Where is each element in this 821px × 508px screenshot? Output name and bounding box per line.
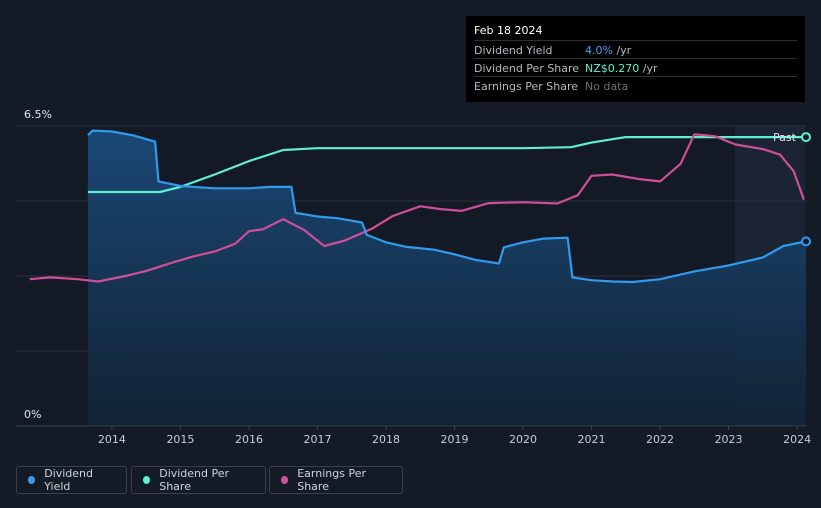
legend-dot-icon [143,476,151,484]
legend-label: Earnings Per Share [297,467,366,493]
tooltip-label: Dividend Yield [474,44,553,57]
y-axis-top-label: 6.5% [24,108,52,121]
x-tick-label: 2024 [783,433,811,446]
dividend-yield-area [87,130,806,426]
past-label: Past [773,131,797,144]
tooltip-row-earnings-per-share: Earnings Per Share No data [474,76,797,95]
series-lines [29,129,807,284]
tooltip-row-dividend-yield: Dividend Yield 4.0% /yr [474,40,797,59]
x-tick-label: 2018 [372,433,400,446]
dividend-yield-end-marker [801,236,811,247]
y-axis-bottom-label: 0% [24,408,41,421]
x-tick-label: 2020 [509,433,537,446]
dividend-per-share-end-marker [801,132,811,143]
data-tooltip: Feb 18 2024 Dividend Yield 4.0% /yr Divi… [466,16,805,102]
x-tick-label: 2017 [303,433,331,446]
x-tick-label: 2014 [98,433,126,446]
legend-dividend-yield[interactable]: Dividend Yield [16,466,127,494]
end-markers [801,132,811,247]
tooltip-value: 4.0% /yr [585,44,632,57]
x-axis-ticks: 2014 2015 2016 2017 2018 2019 2020 2021 2022 2023… [98,426,811,446]
tooltip-label: Earnings Per Share [474,80,579,93]
x-tick-label: 2015 [166,433,194,446]
x-tick-label: 2022 [646,433,674,446]
earnings-per-share-line [29,133,805,283]
x-tick-label: 2019 [441,433,469,446]
tooltip-date: Feb 18 2024 [474,24,543,37]
dividend-yield-line [87,129,807,284]
tooltip-value: No data [585,80,629,93]
dividend-per-share-line [87,136,806,194]
legend-label: Dividend Yield [44,467,94,493]
legend-label: Dividend Per Share [159,467,230,493]
legend-dividend-per-share[interactable]: Dividend Per Share [131,466,266,494]
legend-dot-icon [28,476,36,484]
legend-dot-icon [281,476,289,484]
tooltip-value: NZ$0.270 /yr [585,62,658,75]
tooltip-label: Dividend Per Share [474,62,580,75]
tooltip-row-dividend-per-share: Dividend Per Share NZ$0.270 /yr [474,58,797,77]
legend-earnings-per-share[interactable]: Earnings Per Share [269,466,403,494]
x-tick-label: 2021 [578,433,606,446]
x-tick-label: 2016 [235,433,263,446]
x-tick-label: 2023 [715,433,743,446]
